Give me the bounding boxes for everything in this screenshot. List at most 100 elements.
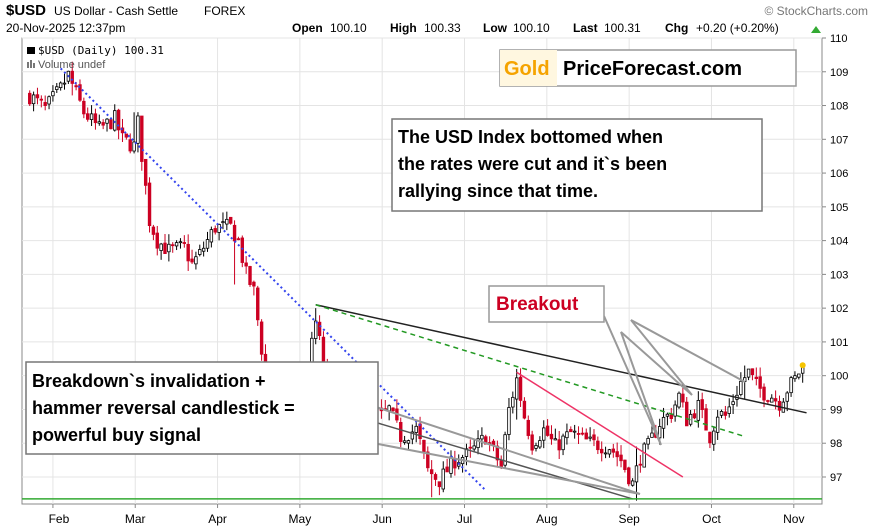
last-price-marker bbox=[799, 362, 806, 369]
candle-body bbox=[221, 221, 225, 224]
candle-body bbox=[256, 287, 260, 321]
candle-body bbox=[74, 85, 78, 88]
candle-body bbox=[422, 439, 426, 453]
candle-body bbox=[692, 413, 697, 419]
candle-body bbox=[642, 443, 646, 468]
resistance-line bbox=[315, 304, 807, 414]
candle-body bbox=[391, 407, 395, 412]
candle-body bbox=[402, 440, 407, 443]
x-tick-label: Sep bbox=[618, 512, 640, 526]
candle-body bbox=[754, 376, 758, 379]
candle-body bbox=[120, 127, 125, 134]
exchange: FOREX bbox=[204, 4, 245, 18]
y-tick-label: 101 bbox=[830, 337, 848, 349]
candle-body bbox=[507, 407, 511, 435]
candle-body bbox=[159, 243, 163, 251]
candle-body bbox=[719, 411, 724, 416]
legend: $USD (Daily) 100.31 Volume undef bbox=[27, 44, 164, 71]
brand-box: Gold PriceForecast.com bbox=[499, 49, 797, 87]
candle-body bbox=[518, 376, 523, 401]
candle-body bbox=[155, 232, 159, 249]
breakout-frame bbox=[488, 285, 605, 323]
high-value: 100.33 bbox=[424, 21, 461, 35]
open-label: Open bbox=[292, 21, 323, 35]
candle-body bbox=[797, 373, 801, 378]
candle-body bbox=[414, 425, 418, 433]
candle-body bbox=[607, 449, 612, 455]
candle-body bbox=[615, 451, 619, 458]
candle-body bbox=[789, 377, 793, 394]
y-tick-label: 107 bbox=[830, 134, 848, 146]
annotation-buy-signal: Breakdown`s invalidation + hammer revers… bbox=[25, 361, 641, 495]
candle-body bbox=[140, 115, 144, 162]
candle-body bbox=[665, 413, 670, 417]
x-tick-label: Apr bbox=[208, 512, 227, 526]
candle-body bbox=[472, 445, 476, 450]
candle-body bbox=[588, 436, 592, 439]
candle-body bbox=[97, 121, 101, 124]
candle-body bbox=[634, 465, 639, 483]
legend-volume: Volume undef bbox=[38, 59, 106, 71]
candle-body bbox=[739, 380, 743, 395]
candle-body bbox=[86, 113, 90, 120]
candle-body bbox=[708, 431, 712, 444]
last-price-dot bbox=[799, 362, 806, 369]
candle-body bbox=[151, 226, 156, 235]
candle-body bbox=[399, 421, 403, 442]
candle-body bbox=[696, 400, 701, 421]
candle-body bbox=[321, 336, 326, 365]
candle-body bbox=[731, 401, 735, 405]
candle-body bbox=[70, 70, 74, 84]
ohlc-readout: Open 100.10 High 100.33 Low 100.10 Last … bbox=[292, 21, 821, 35]
volume-icon bbox=[27, 60, 35, 68]
candle-body bbox=[171, 244, 175, 247]
annotation-usd-bottom: The USD Index bottomed when the rates we… bbox=[391, 118, 763, 212]
annotation-line-2: the rates were cut and it`s been bbox=[398, 154, 667, 174]
green-dashed-line bbox=[315, 304, 745, 438]
candle-body bbox=[685, 401, 689, 427]
red-trend-line bbox=[516, 371, 684, 478]
candle-body bbox=[143, 158, 148, 186]
candle-body bbox=[569, 429, 573, 433]
candle-body bbox=[410, 431, 415, 440]
candle-body bbox=[441, 468, 445, 490]
legend-series: $USD (Daily) 100.31 bbox=[38, 44, 164, 57]
candle-body bbox=[35, 94, 40, 99]
candle-body bbox=[677, 392, 681, 408]
candle-body bbox=[109, 119, 113, 130]
candle-body bbox=[499, 460, 503, 467]
candle-body bbox=[128, 139, 132, 152]
candle-body bbox=[236, 238, 241, 241]
candle-body bbox=[657, 426, 662, 439]
candle-body bbox=[147, 182, 152, 227]
candle-body bbox=[770, 397, 774, 403]
candle-body bbox=[201, 247, 206, 252]
y-tick-label: 97 bbox=[830, 472, 842, 484]
candle-body bbox=[611, 448, 616, 453]
candle-body bbox=[105, 118, 109, 124]
candle-body bbox=[700, 399, 704, 411]
candle-body bbox=[113, 110, 117, 131]
y-tick-label: 100 bbox=[830, 371, 848, 383]
candle-body bbox=[217, 224, 221, 233]
candle-body bbox=[514, 377, 519, 400]
candle-body bbox=[727, 406, 731, 414]
candle-body bbox=[228, 216, 233, 224]
candle-body bbox=[136, 115, 140, 144]
candle-body bbox=[511, 396, 515, 408]
candle-body bbox=[681, 393, 685, 403]
candle-body bbox=[429, 469, 434, 475]
last-label: Last bbox=[573, 21, 598, 35]
candle-body bbox=[646, 438, 650, 445]
y-tick-label: 108 bbox=[830, 101, 848, 113]
candle-body bbox=[762, 386, 766, 401]
high-label: High bbox=[390, 21, 417, 35]
last-value: 100.31 bbox=[604, 21, 641, 35]
y-tick-label: 99 bbox=[830, 404, 842, 416]
candle-body bbox=[673, 404, 677, 417]
candle-body bbox=[576, 433, 581, 435]
candle-body bbox=[55, 86, 59, 90]
buy-signal-line-1: Breakdown`s invalidation + bbox=[32, 371, 266, 391]
